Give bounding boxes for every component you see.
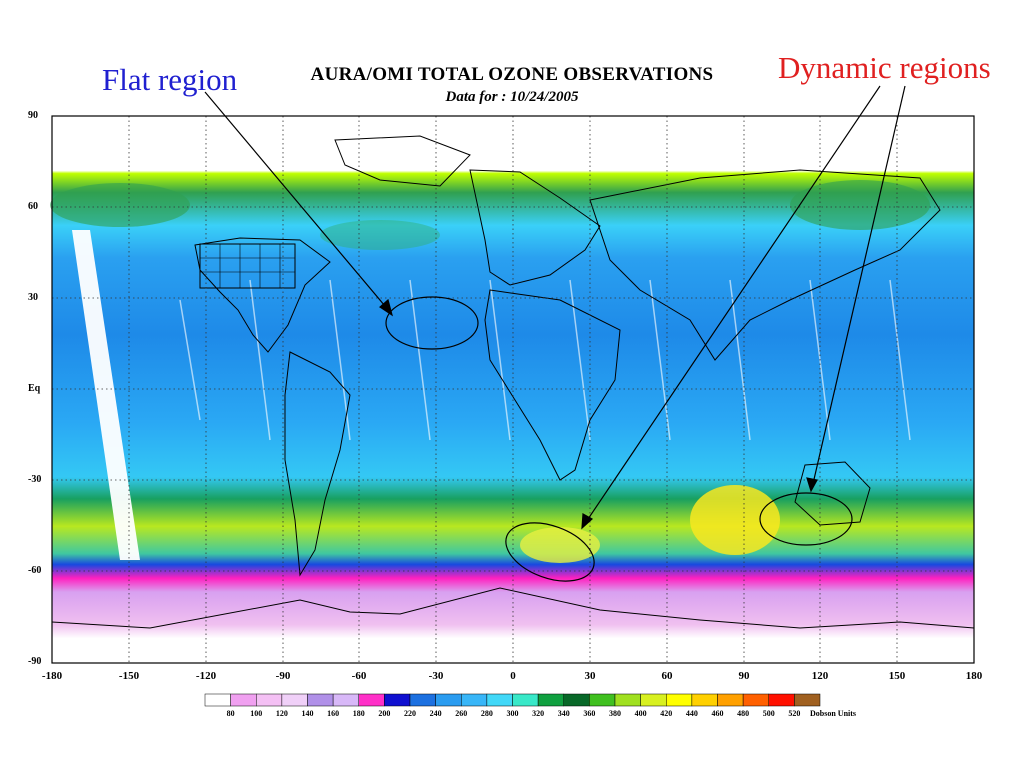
- colorbar-swatch: [537, 693, 564, 707]
- lon-label: -90: [275, 670, 291, 682]
- coastlines: [51, 135, 975, 629]
- lon-label: 120: [811, 670, 829, 682]
- colorbar-tick-label: 380: [609, 709, 621, 718]
- lat-label-minus90: -90: [28, 656, 42, 667]
- colorbar-tick-label: 360: [583, 709, 596, 718]
- colorbar-tick-label: 480: [737, 709, 750, 718]
- colorbar-swatch: [768, 693, 795, 707]
- lat-label-30: 30: [28, 292, 38, 303]
- colorbar-swatch: [614, 693, 641, 707]
- lat-label-90: 90: [28, 110, 38, 121]
- flat-region-arrow: [204, 91, 391, 313]
- map-frame: [51, 115, 975, 664]
- lon-label: -150: [118, 670, 140, 682]
- us-state-lines: [200, 244, 295, 288]
- colorbar-swatch: [742, 693, 769, 707]
- colorbar-tick-label: 340: [557, 709, 570, 718]
- lon-label: 60: [661, 670, 673, 682]
- colorbar-units: Dobson Units: [810, 709, 857, 718]
- flat-region-annotation: Flat region: [102, 62, 238, 97]
- dynamic-region-ellipse-2: [759, 492, 853, 546]
- colorbar-swatch: [384, 693, 411, 707]
- colorbar-tick-label: 440: [685, 709, 698, 718]
- colorbar-tick-label: 140: [301, 709, 314, 718]
- lat-label-minus60: -60: [28, 565, 42, 576]
- lon-label: 180: [965, 670, 983, 682]
- dynamic-region-arrowhead-2: [806, 477, 818, 493]
- lon-label: 90: [738, 670, 750, 682]
- colorbar-swatch: [332, 693, 359, 707]
- lat-label-eq: Eq: [28, 383, 41, 394]
- colorbar-swatch: [461, 693, 488, 707]
- colorbar-tick-label: 180: [352, 709, 365, 718]
- lat-label-60: 60: [28, 201, 38, 212]
- colorbar-tick-label: 460: [711, 709, 724, 718]
- colorbar-swatch: [409, 693, 436, 707]
- dynamic-region-arrowhead-1: [581, 513, 594, 530]
- dynamic-region-arrow-2: [811, 85, 906, 489]
- colorbar-tick-label: 420: [660, 709, 673, 718]
- colorbar-swatch: [307, 693, 334, 707]
- colorbar-tick-label: 400: [634, 709, 647, 718]
- colorbar-swatch: [358, 693, 385, 707]
- colorbar-swatch: [435, 693, 462, 707]
- colorbar-tick-label: 100: [250, 709, 263, 718]
- dynamic-regions-annotation: Dynamic regions: [778, 50, 991, 85]
- lon-label: -120: [195, 670, 217, 682]
- colorbar-tick-label: 260: [455, 709, 468, 718]
- flat-region-ellipse: [385, 296, 479, 350]
- colorbar: [204, 693, 821, 707]
- colorbar-tick-label: 220: [404, 709, 416, 718]
- map-grid: [52, 116, 974, 663]
- lat-label-minus30: -30: [28, 474, 42, 485]
- colorbar-swatch: [230, 693, 257, 707]
- colorbar-tick-label: 120: [275, 709, 288, 718]
- colorbar-tick-label: 520: [788, 709, 801, 718]
- map-subtitle: Data for : 10/24/2005: [445, 89, 579, 105]
- colorbar-swatch: [204, 693, 231, 707]
- colorbar-swatch: [640, 693, 667, 707]
- colorbar-tick-label: 280: [480, 709, 493, 718]
- lon-label: -30: [428, 670, 444, 682]
- colorbar-swatch: [512, 693, 539, 707]
- dynamic-region-ellipse-1: [505, 522, 595, 582]
- colorbar-swatch: [486, 693, 513, 707]
- lon-label: -180: [41, 670, 63, 682]
- colorbar-tick-label: 300: [506, 709, 519, 718]
- flat-region-arrowhead: [379, 298, 393, 317]
- colorbar-tick-label: 500: [762, 709, 775, 718]
- colorbar-swatch: [563, 693, 590, 707]
- colorbar-swatch: [717, 693, 744, 707]
- dynamic-region-arrow-1: [583, 85, 881, 526]
- colorbar-swatch: [256, 693, 283, 707]
- colorbar-swatch: [666, 693, 693, 707]
- lon-label: 0: [510, 670, 516, 682]
- colorbar-swatch: [281, 693, 308, 707]
- colorbar-swatch: [794, 693, 821, 707]
- colorbar-tick-label: 80: [226, 709, 235, 718]
- map-title: AURA/OMI TOTAL OZONE OBSERVATIONS: [310, 64, 714, 85]
- lon-label: 30: [584, 670, 596, 682]
- colorbar-tick-label: 200: [378, 709, 391, 718]
- colorbar-tick-label: 320: [532, 709, 545, 718]
- colorbar-swatch: [589, 693, 616, 707]
- colorbar-tick-label: 160: [327, 709, 340, 718]
- colorbar-tick-label: 240: [429, 709, 442, 718]
- lon-label: -60: [351, 670, 367, 682]
- lon-label: 150: [888, 670, 906, 682]
- colorbar-swatch: [691, 693, 718, 707]
